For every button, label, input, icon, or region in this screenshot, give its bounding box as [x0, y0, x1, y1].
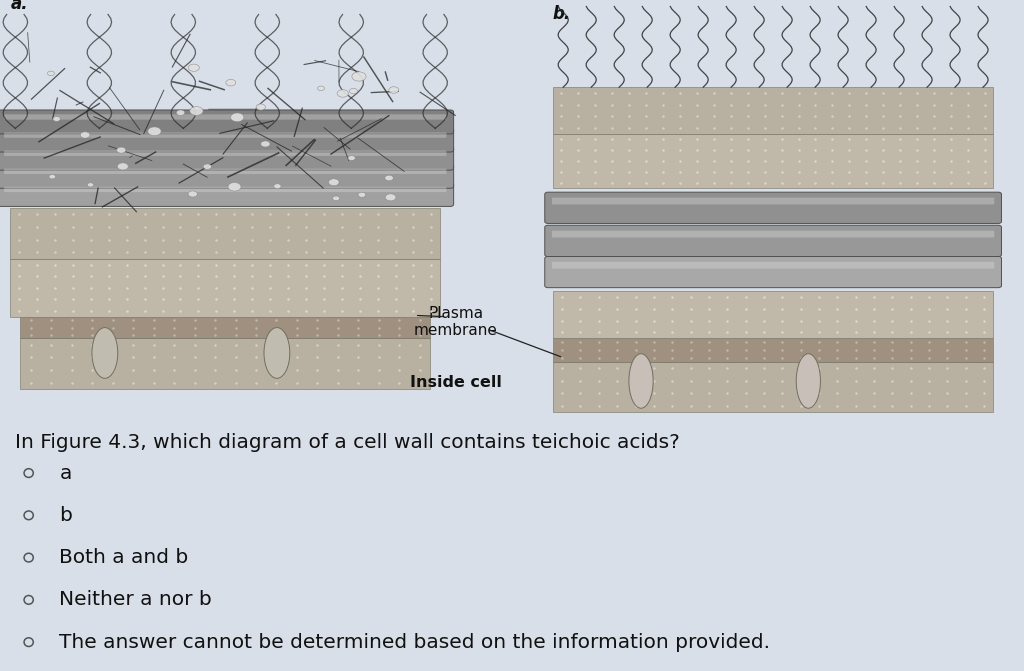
FancyBboxPatch shape [4, 114, 446, 119]
Circle shape [188, 191, 198, 197]
FancyBboxPatch shape [0, 183, 454, 207]
FancyBboxPatch shape [553, 362, 993, 412]
Circle shape [337, 90, 348, 97]
Circle shape [352, 72, 366, 81]
Text: b.: b. [553, 5, 571, 23]
Text: Both a and b: Both a and b [59, 548, 188, 567]
FancyBboxPatch shape [545, 192, 1001, 223]
Circle shape [204, 164, 211, 169]
FancyBboxPatch shape [553, 87, 993, 134]
FancyBboxPatch shape [553, 291, 993, 338]
Text: b: b [59, 506, 73, 525]
Text: Inside cell: Inside cell [410, 375, 502, 390]
FancyBboxPatch shape [545, 225, 1001, 256]
Circle shape [261, 141, 270, 147]
Circle shape [80, 132, 90, 138]
Circle shape [385, 175, 393, 180]
FancyBboxPatch shape [10, 259, 440, 317]
Circle shape [118, 163, 128, 170]
Circle shape [385, 194, 396, 201]
Circle shape [348, 156, 355, 160]
FancyBboxPatch shape [552, 262, 994, 268]
Text: In Figure 4.3, which diagram of a cell wall contains teichoic acids?: In Figure 4.3, which diagram of a cell w… [15, 433, 680, 452]
Circle shape [176, 110, 184, 115]
FancyBboxPatch shape [20, 338, 430, 389]
FancyBboxPatch shape [0, 146, 454, 170]
Text: a: a [59, 464, 72, 482]
Circle shape [230, 113, 244, 121]
Circle shape [273, 184, 281, 189]
Circle shape [87, 183, 93, 187]
Circle shape [147, 127, 161, 136]
Text: The answer cannot be determined based on the information provided.: The answer cannot be determined based on… [59, 633, 770, 652]
FancyBboxPatch shape [553, 338, 993, 362]
Ellipse shape [629, 354, 653, 408]
Ellipse shape [797, 354, 820, 408]
FancyBboxPatch shape [552, 231, 994, 238]
Circle shape [349, 89, 357, 94]
Circle shape [358, 193, 366, 197]
Circle shape [117, 147, 126, 153]
FancyBboxPatch shape [552, 197, 994, 205]
FancyBboxPatch shape [4, 132, 446, 138]
Ellipse shape [264, 327, 290, 378]
Circle shape [53, 117, 60, 121]
Circle shape [329, 178, 339, 186]
FancyBboxPatch shape [10, 208, 440, 259]
FancyBboxPatch shape [0, 128, 454, 152]
FancyBboxPatch shape [553, 134, 993, 189]
Circle shape [47, 71, 54, 76]
Circle shape [256, 104, 265, 110]
FancyBboxPatch shape [0, 164, 454, 189]
Ellipse shape [92, 327, 118, 378]
Text: a.: a. [10, 0, 28, 13]
FancyBboxPatch shape [20, 317, 430, 338]
Circle shape [189, 107, 203, 115]
FancyBboxPatch shape [0, 110, 454, 134]
FancyBboxPatch shape [4, 150, 446, 156]
Text: Neither a nor b: Neither a nor b [59, 590, 212, 609]
Circle shape [317, 86, 325, 91]
FancyBboxPatch shape [4, 187, 446, 192]
FancyBboxPatch shape [545, 256, 1001, 288]
Circle shape [228, 183, 241, 191]
Circle shape [333, 196, 340, 201]
Circle shape [226, 79, 236, 86]
Circle shape [49, 174, 55, 179]
Circle shape [188, 64, 200, 71]
FancyBboxPatch shape [4, 168, 446, 174]
Text: Plasma
membrane: Plasma membrane [414, 306, 498, 338]
Circle shape [389, 87, 398, 93]
